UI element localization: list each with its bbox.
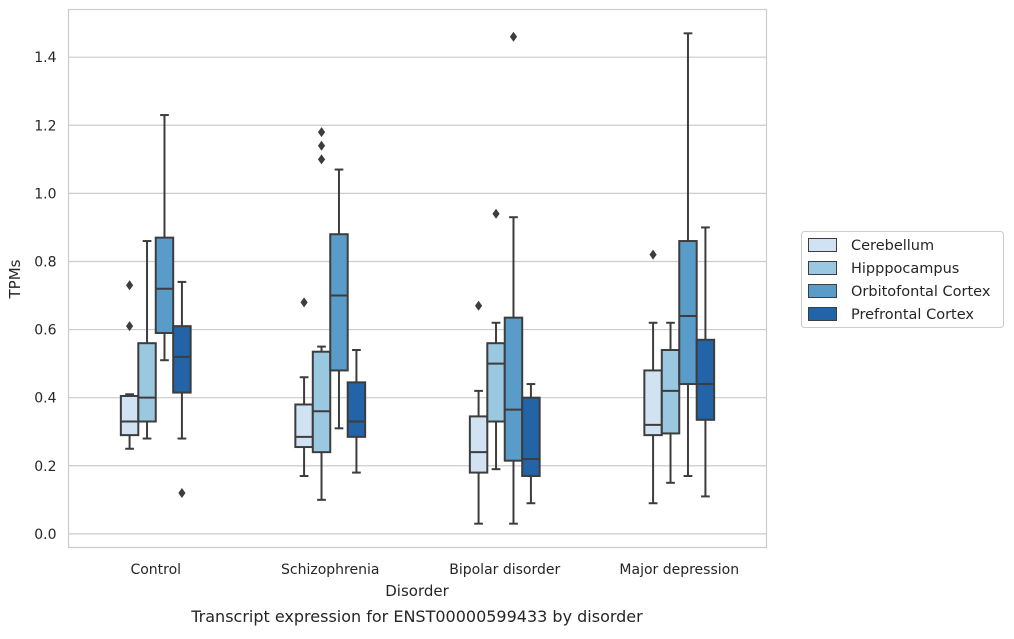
y-tick-label: 0.8 [34, 254, 56, 270]
outlier-point [317, 127, 326, 138]
x-axis-label: Disorder [385, 582, 449, 600]
plot-frame [67, 8, 768, 549]
box-plot-prefrontal-cortex [695, 226, 716, 498]
legend: Cerebellum Hipppocampus Orbitofontal Corte… [801, 231, 1004, 328]
y-axis-label: TPMs [6, 259, 24, 299]
legend-label: Orbitofontal Cortex [851, 284, 991, 300]
chart-caption: Transcript expression for ENST0000059943… [190, 607, 643, 626]
box [486, 342, 506, 423]
box-plot-cerebellum [643, 249, 663, 505]
box-plot-cerebellum [294, 297, 314, 477]
box-plot-orbitofontal-cortex [678, 32, 698, 477]
box [154, 236, 175, 334]
box [521, 396, 541, 477]
outlier-point [317, 140, 326, 151]
x-tick-label: Major depression [619, 562, 739, 578]
legend-label: Prefrontal Cortex [851, 307, 974, 323]
box-plot-cerebellum [468, 300, 489, 525]
legend-label: Hipppocampus [851, 261, 959, 277]
box-plots [119, 31, 716, 525]
box-plot-hipppocampus [137, 240, 157, 440]
outlier-point [300, 297, 308, 308]
outlier-point [178, 488, 186, 499]
box-plot-hipppocampus [486, 208, 506, 471]
box [503, 316, 524, 462]
box-plot-orbitofontal-cortex [329, 168, 349, 430]
x-tick-label: Control [130, 562, 181, 578]
box-plot-cerebellum [119, 280, 140, 450]
y-tick-label: 0.2 [34, 459, 56, 475]
legend-swatch [808, 261, 837, 275]
box-plot-hipppocampus [660, 321, 681, 484]
box [468, 415, 489, 474]
outlier-point [492, 208, 500, 219]
y-tick-label: 1.2 [34, 118, 56, 134]
box [329, 233, 349, 372]
y-tick-label: 0.4 [34, 391, 56, 407]
box [695, 338, 716, 421]
y-tick-label: 1.0 [34, 186, 56, 202]
x-tick-label: Bipolar disorder [449, 562, 560, 578]
box-plot-prefrontal-cortex [521, 383, 541, 505]
outlier-point [509, 31, 518, 42]
outlier-point [317, 154, 326, 165]
box-plot-prefrontal-cortex [346, 349, 367, 474]
legend-swatch [808, 238, 837, 252]
y-tick-label: 0.6 [34, 323, 56, 339]
outlier-point [474, 300, 483, 311]
box [311, 350, 332, 454]
x-tick-label: Schizophrenia [281, 562, 379, 578]
legend-swatch [808, 284, 837, 298]
box [137, 342, 157, 423]
outlier-point [649, 249, 657, 260]
legend-swatch [808, 307, 837, 321]
box-plot-orbitofontal-cortex [154, 114, 175, 362]
box-plot-hipppocampus [311, 127, 332, 501]
outlier-point [125, 280, 134, 291]
box [294, 403, 314, 449]
x-tick-labels: Control Schizophrenia Bipolar disorder Majo… [130, 562, 739, 578]
y-tick-label: 1.4 [34, 50, 56, 66]
box-plot-orbitofontal-cortex [503, 31, 524, 525]
y-tick-label: 0.0 [34, 527, 56, 543]
outlier-point [125, 321, 134, 332]
box [119, 394, 140, 437]
box-plot-prefrontal-cortex [172, 280, 192, 499]
legend-frame [801, 231, 1004, 328]
box [346, 381, 367, 438]
legend-label: Cerebellum [851, 238, 934, 254]
box [678, 240, 698, 386]
y-tick-labels: 0.0 0.2 0.4 0.6 0.8 1.0 1.2 1.4 [34, 50, 56, 543]
box [172, 325, 192, 394]
